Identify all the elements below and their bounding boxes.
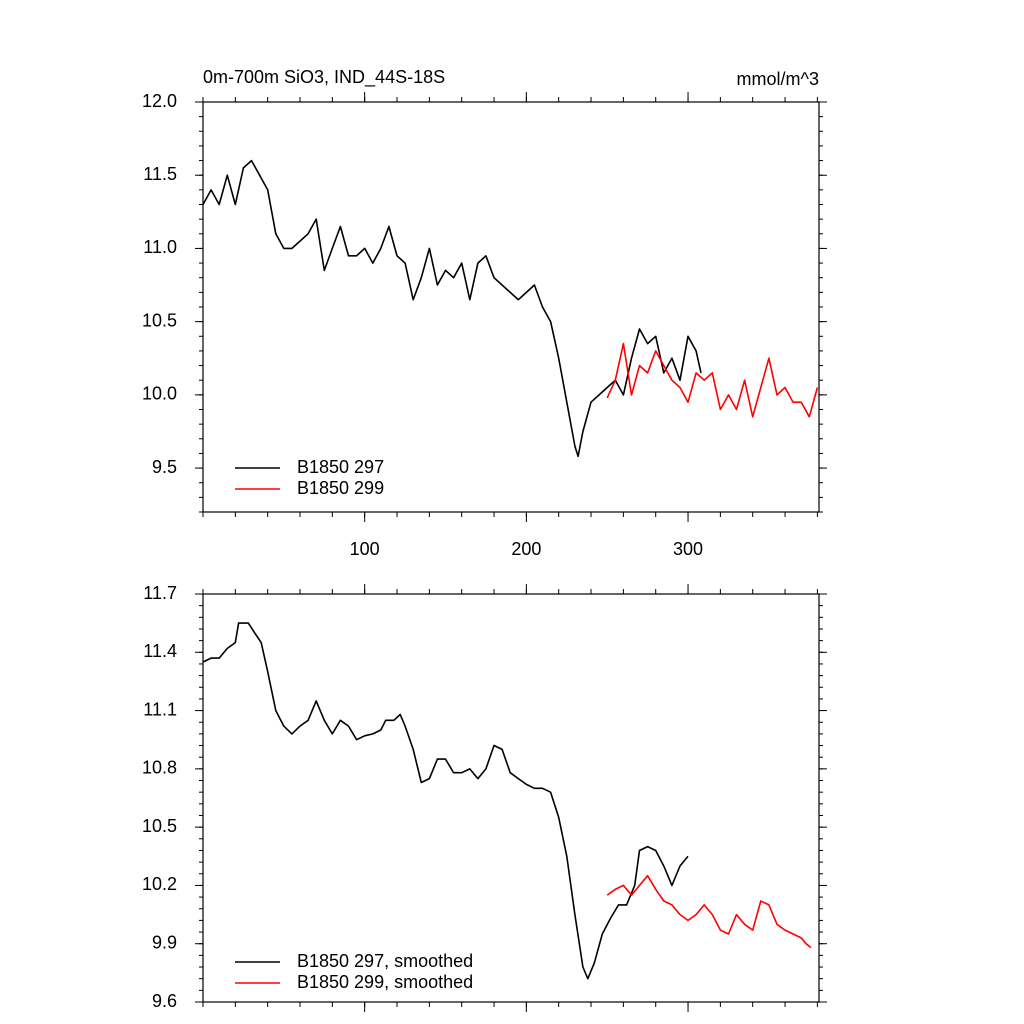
y-tick-label: 11.4 xyxy=(143,641,177,661)
y-tick-label: 9.5 xyxy=(152,457,177,477)
x-tick-label: 200 xyxy=(511,539,541,559)
legend-label: B1850 297 xyxy=(297,457,384,477)
series-line xyxy=(606,342,819,418)
x-tick-label: 300 xyxy=(673,539,703,559)
y-tick-label: 10.2 xyxy=(142,874,177,894)
y-tick-label: 10.5 xyxy=(142,816,177,836)
legend-label: B1850 299, smoothed xyxy=(297,972,473,992)
y-tick-label: 9.6 xyxy=(152,991,177,1011)
y-tick-label: 12.0 xyxy=(142,91,177,111)
y-tick-label: 11.0 xyxy=(143,237,177,257)
y-tick-label: 9.9 xyxy=(152,932,177,952)
series-line xyxy=(202,159,702,458)
plot-frame xyxy=(202,101,820,513)
legend-label: B1850 299 xyxy=(297,478,384,498)
y-tick-label: 10.5 xyxy=(142,310,177,330)
chart-title: 0m-700m SiO3, IND_44S-18S xyxy=(203,67,445,88)
y-tick-label: 11.5 xyxy=(143,164,177,184)
x-tick-label: 100 xyxy=(350,539,380,559)
series-line xyxy=(606,874,812,949)
y-tick-label: 10.0 xyxy=(142,384,177,404)
series-line xyxy=(202,622,689,980)
y-tick-label: 10.8 xyxy=(142,758,177,778)
units-label: mmol/m^3 xyxy=(737,69,819,89)
y-tick-label: 11.1 xyxy=(143,699,177,719)
plot-frame xyxy=(202,593,820,1003)
y-tick-label: 11.7 xyxy=(143,583,177,603)
legend-label: B1850 297, smoothed xyxy=(297,951,473,971)
